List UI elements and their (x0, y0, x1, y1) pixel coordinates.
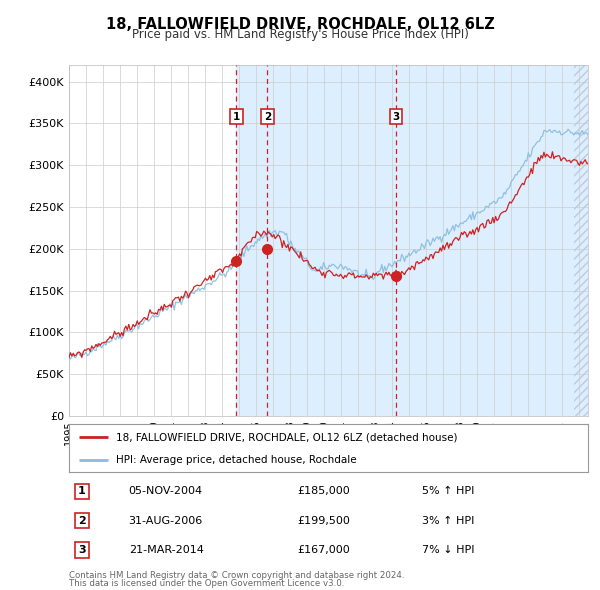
Text: 7% ↓ HPI: 7% ↓ HPI (422, 545, 475, 555)
Text: 31-AUG-2006: 31-AUG-2006 (128, 516, 203, 526)
Text: 21-MAR-2014: 21-MAR-2014 (128, 545, 203, 555)
Bar (574, 65, 588, 416)
Bar (236, 65, 588, 416)
Text: Contains HM Land Registry data © Crown copyright and database right 2024.: Contains HM Land Registry data © Crown c… (69, 571, 404, 579)
Text: 05-NOV-2004: 05-NOV-2004 (128, 486, 203, 496)
Text: 2: 2 (264, 112, 271, 122)
Text: 1: 1 (233, 112, 240, 122)
Bar (574, 65, 588, 416)
Text: 3: 3 (78, 545, 86, 555)
Text: £167,000: £167,000 (298, 545, 350, 555)
Text: 18, FALLOWFIELD DRIVE, ROCHDALE, OL12 6LZ (detached house): 18, FALLOWFIELD DRIVE, ROCHDALE, OL12 6L… (116, 432, 457, 442)
Text: 3% ↑ HPI: 3% ↑ HPI (422, 516, 474, 526)
Text: This data is licensed under the Open Government Licence v3.0.: This data is licensed under the Open Gov… (69, 579, 344, 588)
Text: 2: 2 (78, 516, 86, 526)
Text: 5% ↑ HPI: 5% ↑ HPI (422, 486, 474, 496)
Text: Price paid vs. HM Land Registry's House Price Index (HPI): Price paid vs. HM Land Registry's House … (131, 28, 469, 41)
Text: 18, FALLOWFIELD DRIVE, ROCHDALE, OL12 6LZ: 18, FALLOWFIELD DRIVE, ROCHDALE, OL12 6L… (106, 17, 494, 31)
Text: £185,000: £185,000 (298, 486, 350, 496)
Text: £199,500: £199,500 (298, 516, 350, 526)
Text: HPI: Average price, detached house, Rochdale: HPI: Average price, detached house, Roch… (116, 455, 356, 465)
Text: 1: 1 (78, 486, 86, 496)
Text: 3: 3 (392, 112, 400, 122)
